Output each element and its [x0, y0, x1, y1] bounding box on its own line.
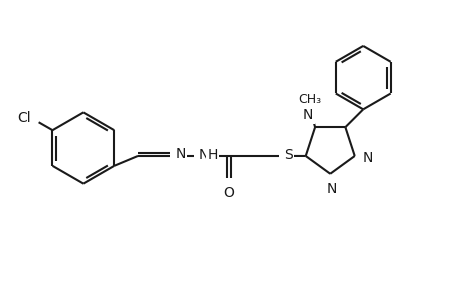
Text: N: N: [175, 147, 185, 161]
Text: H: H: [207, 148, 217, 162]
Text: N: N: [362, 151, 372, 165]
Text: S: S: [283, 148, 292, 162]
Text: N: N: [326, 182, 336, 196]
Text: CH₃: CH₃: [298, 93, 321, 106]
Text: O: O: [222, 186, 233, 200]
Text: N: N: [198, 148, 208, 162]
Text: Cl: Cl: [17, 111, 31, 125]
Text: N: N: [302, 108, 313, 122]
